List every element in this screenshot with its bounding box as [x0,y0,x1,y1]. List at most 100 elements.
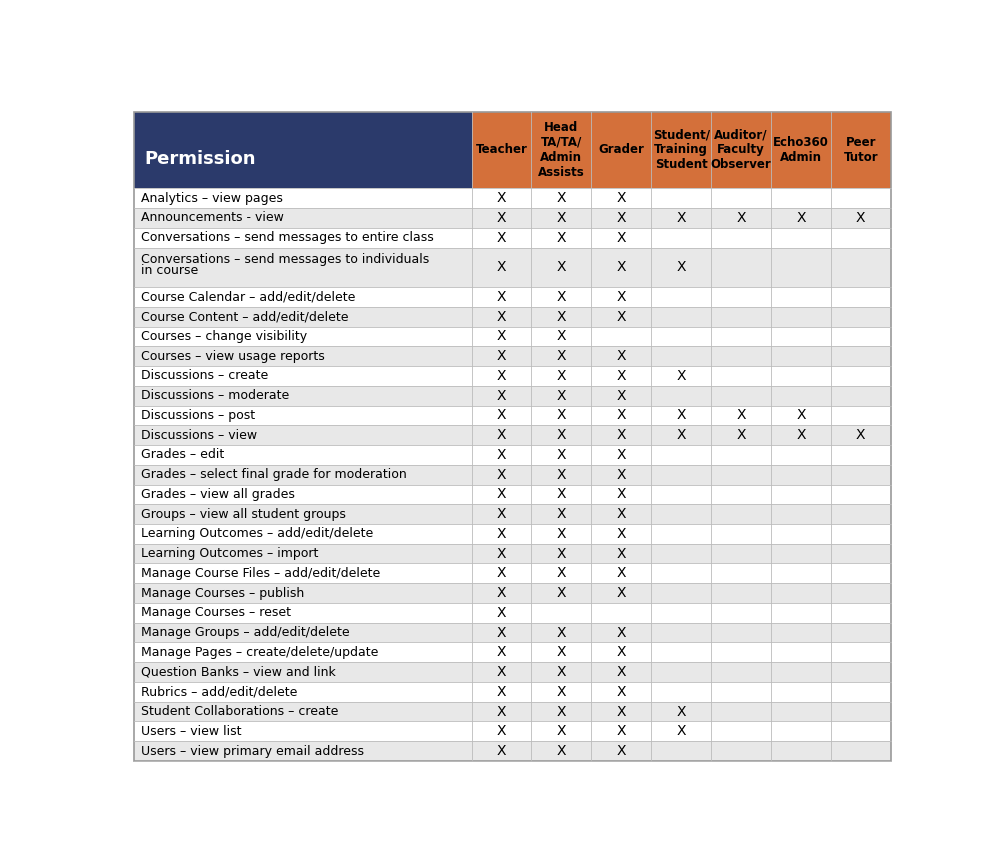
Bar [711,682,771,702]
Bar [134,603,472,623]
Bar [711,505,771,524]
Bar [651,228,711,247]
Text: Manage Courses – publish: Manage Courses – publish [141,587,304,600]
Bar [651,662,711,682]
Text: X: X [557,260,566,274]
Text: Analytics – view pages: Analytics – view pages [141,192,283,205]
Bar [651,505,711,524]
Bar [651,623,711,643]
Bar [531,287,591,307]
Text: X: X [617,626,626,639]
Bar [591,445,651,465]
Bar [651,425,711,445]
Bar [472,188,531,208]
Bar [531,405,591,425]
Bar [531,505,591,524]
Text: X: X [617,448,626,462]
Bar [134,327,472,346]
Bar [771,505,831,524]
Bar [134,366,472,385]
Bar [591,346,651,366]
Bar [472,721,531,741]
Bar [531,188,591,208]
Text: X: X [557,724,566,739]
Bar [134,662,472,682]
Text: X: X [497,309,506,324]
Bar [711,366,771,385]
Bar [831,228,891,247]
Bar [134,465,472,485]
Bar [771,702,831,721]
Bar [651,208,711,228]
Bar [711,346,771,366]
Text: Course Calendar – add/edit/delete: Course Calendar – add/edit/delete [141,290,355,303]
Text: Courses – view usage reports: Courses – view usage reports [141,350,325,363]
Bar [591,366,651,385]
Bar [831,741,891,761]
Bar [472,111,531,188]
Bar [831,405,891,425]
Bar [591,603,651,623]
Bar [134,623,472,643]
Text: Conversations – send messages to individuals: Conversations – send messages to individ… [141,253,429,266]
Text: X: X [557,429,566,442]
Bar [472,247,531,287]
Text: X: X [557,349,566,363]
Bar [134,405,472,425]
Bar [134,385,472,405]
Text: X: X [856,211,866,225]
Text: X: X [617,567,626,581]
Text: X: X [557,507,566,521]
Text: X: X [557,409,566,422]
Bar [651,111,711,188]
Text: X: X [617,290,626,304]
Bar [771,425,831,445]
Text: X: X [676,724,686,739]
Text: X: X [617,369,626,383]
Bar [771,662,831,682]
Bar [711,188,771,208]
Bar [591,524,651,543]
Bar [771,111,831,188]
Text: X: X [617,645,626,659]
Bar [472,682,531,702]
Bar [472,563,531,583]
Bar [771,208,831,228]
Bar [831,346,891,366]
Bar [771,741,831,761]
Bar [831,563,891,583]
Text: X: X [557,467,566,481]
Bar [591,583,651,603]
Bar [472,346,531,366]
Bar [711,485,771,505]
Text: Grader: Grader [598,143,644,156]
Bar [771,385,831,405]
Bar [134,307,472,327]
Text: X: X [497,744,506,758]
Bar [771,405,831,425]
Bar [831,543,891,563]
Text: Groups – view all student groups: Groups – view all student groups [141,508,346,521]
Bar [472,583,531,603]
Bar [472,524,531,543]
Text: X: X [497,191,506,205]
Bar [472,307,531,327]
Text: X: X [736,211,746,225]
Text: Manage Course Files – add/edit/delete: Manage Course Files – add/edit/delete [141,567,380,580]
Text: X: X [617,231,626,245]
Bar [771,247,831,287]
Bar [651,385,711,405]
Text: X: X [676,429,686,442]
Text: X: X [617,744,626,758]
Bar [531,603,591,623]
Text: X: X [557,329,566,343]
Bar [591,327,651,346]
Bar [472,327,531,346]
Bar [134,524,472,543]
Bar [591,682,651,702]
Text: X: X [617,429,626,442]
Bar [472,208,531,228]
Bar [711,662,771,682]
Bar [134,247,472,287]
Bar [531,445,591,465]
